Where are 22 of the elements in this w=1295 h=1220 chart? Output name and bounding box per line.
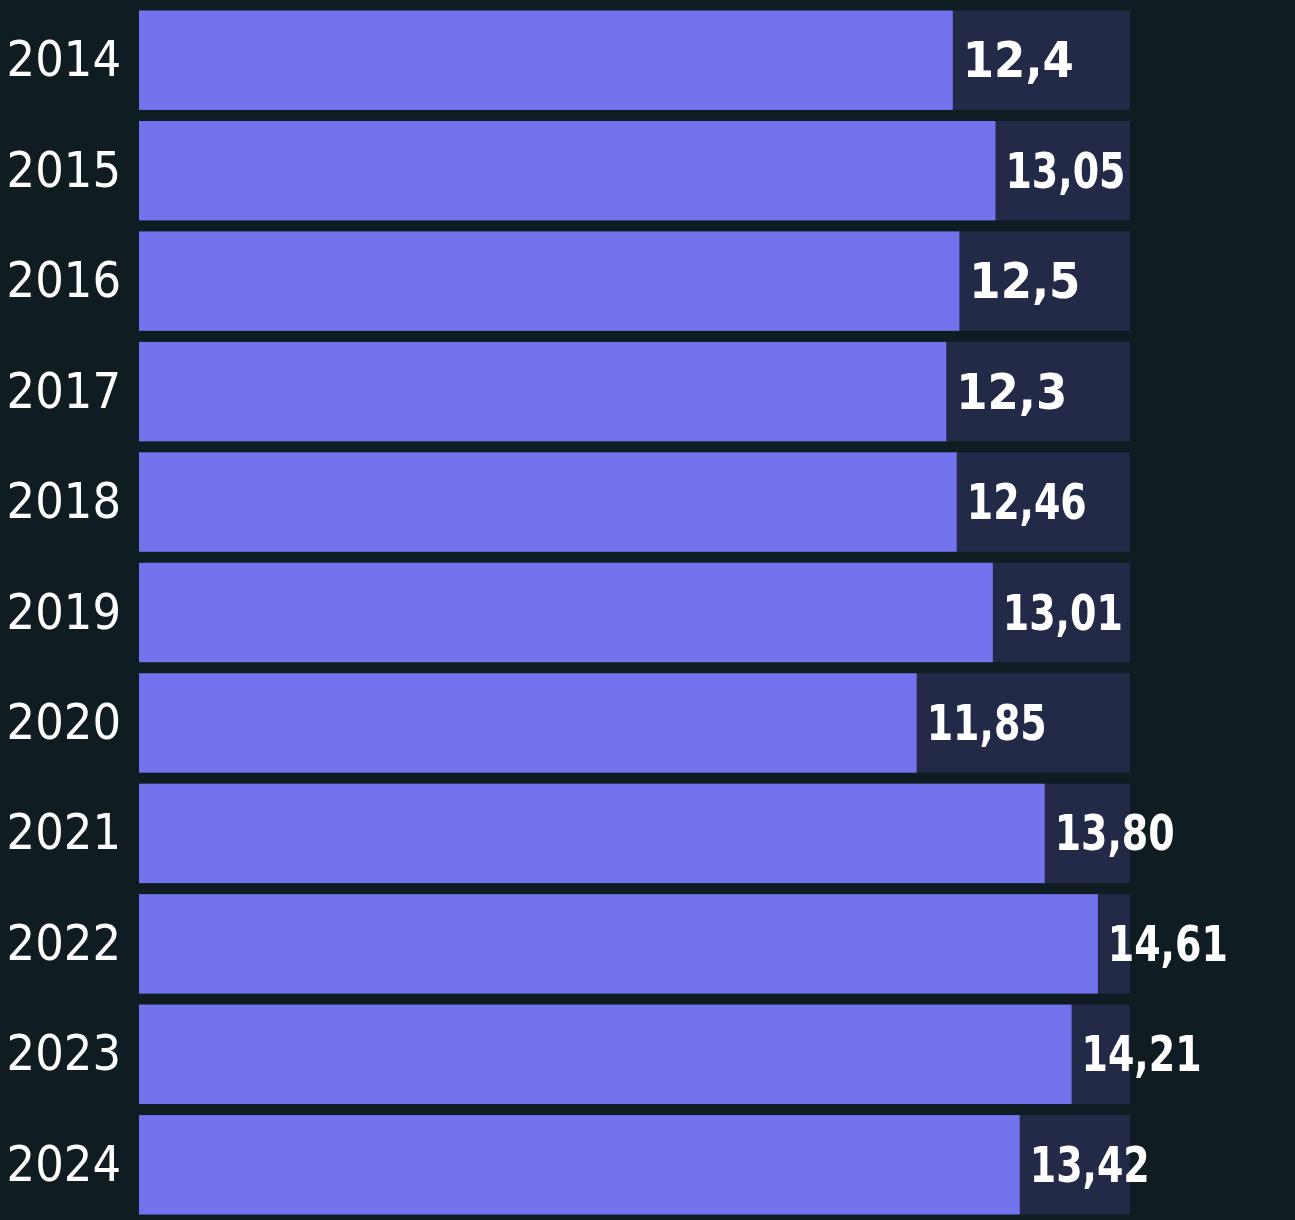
data-label: 11,85 bbox=[926, 693, 1069, 752]
y-tick-label: 2015 bbox=[6, 140, 121, 199]
data-label: 14,21 bbox=[1081, 1025, 1224, 1084]
y-tick-label: 2014 bbox=[6, 30, 121, 89]
data-label: 12,46 bbox=[966, 473, 1110, 532]
data-label: 12,3 bbox=[956, 362, 1068, 421]
data-label: 13,01 bbox=[1002, 583, 1146, 642]
y-tick-label: 2018 bbox=[6, 472, 121, 531]
y-tick-label: 2021 bbox=[6, 803, 121, 862]
y-tick-label: 2022 bbox=[6, 913, 121, 972]
data-label: 13,80 bbox=[1054, 804, 1197, 863]
y-tick-label: 2019 bbox=[6, 582, 121, 641]
y-tick-label: 2024 bbox=[6, 1134, 121, 1193]
y-tick-label: 2020 bbox=[6, 692, 121, 751]
data-label: 13,05 bbox=[1005, 141, 1148, 200]
y-tick-label: 2023 bbox=[6, 1024, 121, 1083]
data-label: 12,4 bbox=[962, 31, 1074, 90]
data-label: 13,42 bbox=[1029, 1135, 1173, 1194]
y-tick-label: 2017 bbox=[6, 361, 121, 420]
data-label: 12,5 bbox=[969, 252, 1081, 311]
data-label: 14,61 bbox=[1107, 914, 1251, 973]
y-tick-label: 2016 bbox=[6, 251, 121, 310]
